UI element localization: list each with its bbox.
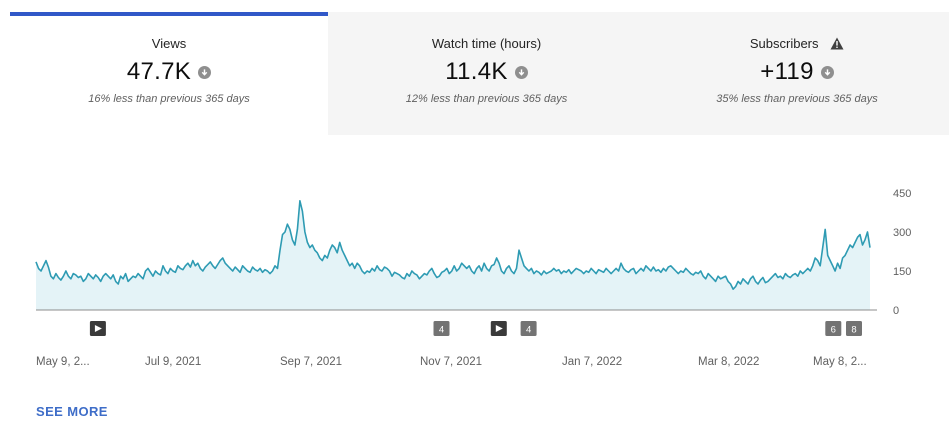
video-marker-count	[825, 321, 842, 336]
x-tick-label: Mar 8, 2022	[698, 356, 759, 368]
tab-views[interactable]: Views 47.7K 16% less than previous 365 d…	[10, 12, 328, 135]
views-series-line	[35, 200, 871, 290]
y-tick-label: 150	[893, 266, 911, 278]
tab-subscribers-label: Subscribers	[749, 36, 819, 51]
play-icon	[94, 325, 102, 332]
warning-triangle-icon[interactable]	[830, 37, 844, 50]
y-tick-label: 0	[893, 305, 899, 317]
views-chart-svg: 0 150 300 450 May 9, 2... Jul 9, 2021 Sep 7, 2…	[35, 188, 911, 368]
tab-views-comparison: 16% less than previous 365 days	[88, 93, 250, 105]
x-tick-label: Nov 7, 2021	[420, 356, 482, 368]
tab-subscribers-comparison: 35% less than previous 365 days	[716, 93, 878, 105]
video-marker-count-label: 4	[439, 325, 444, 336]
y-tick-label: 450	[893, 188, 911, 200]
arrow-down-circle-icon	[514, 65, 528, 79]
play-icon	[495, 325, 503, 332]
arrow-down-circle-icon	[198, 65, 212, 79]
video-marker-count-label: 8	[851, 325, 856, 336]
x-tick-label: Jul 9, 2021	[145, 356, 201, 368]
arrow-down-circle-icon	[820, 65, 834, 79]
x-tick-label: Jan 7, 2022	[562, 356, 622, 368]
active-tab-indicator	[10, 12, 328, 16]
views-chart[interactable]: 0 150 300 450 May 9, 2... Jul 9, 2021 Sep 7, 2…	[0, 135, 949, 385]
tab-watch-time-comparison: 12% less than previous 365 days	[405, 93, 568, 105]
video-marker-count-label: 4	[526, 325, 531, 336]
views-area-fill	[36, 200, 870, 310]
tab-watch-time-value: 11.4K	[445, 58, 508, 85]
video-marker-count	[433, 321, 450, 336]
tab-watch-time[interactable]: Watch time (hours) 11.4K 12% less than p…	[328, 12, 645, 135]
video-marker-count	[846, 321, 862, 336]
metric-tabs: Views 47.7K 16% less than previous 365 d…	[0, 0, 949, 135]
tab-views-value: 47.7K	[126, 58, 192, 85]
tab-subscribers-value: +119	[760, 58, 814, 85]
x-tick-label: May 9, 2...	[36, 356, 90, 368]
y-tick-label: 300	[893, 227, 911, 239]
x-tick-label: May 8, 2...	[813, 356, 867, 368]
x-tick-label: Sep 7, 2021	[280, 356, 342, 368]
video-marker-count	[520, 321, 537, 336]
tab-views-label: Views	[151, 36, 187, 51]
tab-watch-time-label: Watch time (hours)	[431, 36, 542, 51]
see-more-link[interactable]: SEE MORE	[36, 404, 108, 419]
video-marker-count-label: 6	[831, 325, 836, 336]
tab-subscribers-label-row: Subscribers	[645, 36, 949, 52]
tab-subscribers[interactable]: Subscribers +119 35% less than previous …	[645, 12, 949, 135]
